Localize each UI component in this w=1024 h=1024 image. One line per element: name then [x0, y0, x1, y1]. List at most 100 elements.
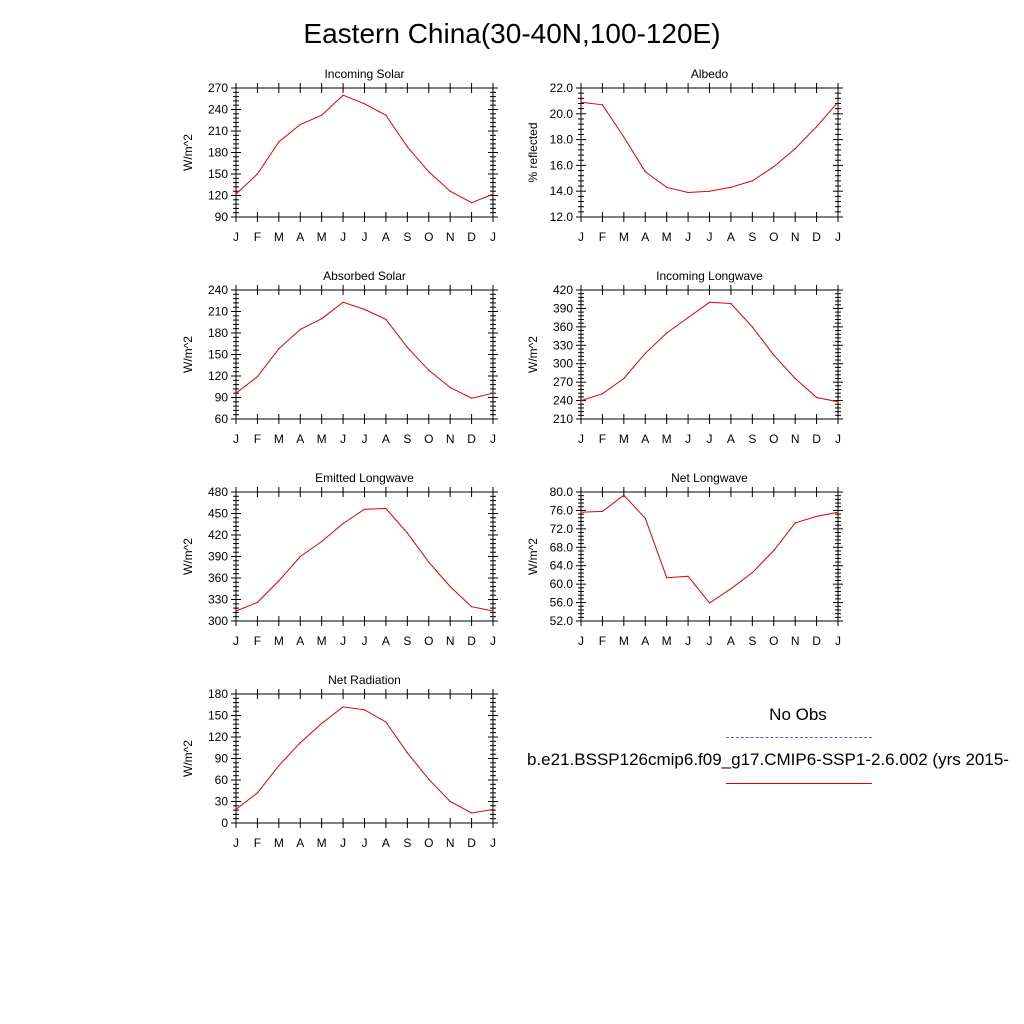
y-tick-label: 14.0	[550, 184, 574, 198]
x-tick-label: J	[362, 836, 368, 850]
data-point	[385, 721, 387, 723]
data-point	[492, 193, 494, 195]
data-point	[235, 808, 237, 810]
x-tick-label: M	[317, 432, 327, 446]
data-point	[644, 352, 646, 354]
x-tick-label: J	[578, 230, 584, 244]
y-tick-label: 390	[208, 550, 228, 564]
data-point	[449, 800, 451, 803]
y-axis-label: % reflected	[526, 122, 540, 182]
x-tick-label: A	[727, 230, 735, 244]
data-point	[235, 193, 237, 195]
x-tick-label: J	[490, 836, 496, 850]
y-tick-label: 240	[208, 103, 228, 117]
x-tick-label: M	[619, 230, 629, 244]
x-tick-label: J	[490, 230, 496, 244]
x-tick-label: M	[619, 634, 629, 648]
data-point	[623, 377, 625, 380]
x-tick-label: J	[685, 634, 691, 648]
x-tick-label: A	[727, 634, 735, 648]
series-line	[235, 706, 494, 814]
x-tick-label: A	[296, 836, 304, 850]
x-tick-label: M	[662, 230, 672, 244]
panel-5: Net Longwave W/m^2 52.0 56.0 60.0 64.0 68.0 72.…	[526, 471, 843, 648]
data-point	[342, 522, 344, 525]
y-tick-label: 20.0	[550, 107, 574, 121]
y-tick-label: 300	[208, 614, 228, 628]
panel-1: Albedo % reflected 12.0 14.0 16.0 18.0 20.0 22.…	[526, 67, 843, 244]
data-point	[321, 114, 323, 116]
y-tick-label: 210	[208, 124, 228, 138]
x-tick-label: M	[274, 634, 284, 648]
x-tick-label: J	[490, 432, 496, 446]
y-axis-label: W/m^2	[526, 538, 540, 575]
y-tick-label: 450	[208, 507, 228, 521]
data-point	[428, 778, 430, 780]
x-tick-label: A	[727, 432, 735, 446]
y-axis-label: W/m^2	[181, 336, 195, 373]
x-tick-label: F	[254, 230, 261, 244]
data-point	[363, 103, 366, 105]
x-tick-label: N	[446, 836, 455, 850]
y-tick-label: 120	[208, 189, 228, 203]
x-tick-label: A	[382, 634, 390, 648]
y-tick-label: 56.0	[550, 596, 574, 610]
x-tick-label: D	[812, 230, 821, 244]
panel-title: Absorbed Solar	[323, 269, 406, 283]
data-point	[580, 399, 582, 402]
y-tick-label: 360	[553, 320, 573, 334]
data-point	[492, 392, 494, 394]
y-tick-label: 330	[208, 593, 228, 607]
data-point	[751, 180, 753, 182]
data-point	[708, 602, 711, 604]
data-point	[428, 369, 430, 371]
data-point	[837, 101, 839, 103]
x-tick-label: J	[340, 634, 346, 648]
data-point	[623, 494, 625, 496]
data-point	[235, 392, 237, 394]
x-tick-label: S	[403, 836, 411, 850]
x-tick-label: N	[446, 634, 455, 648]
x-tick-label: M	[274, 230, 284, 244]
data-point	[794, 522, 796, 524]
data-point	[449, 386, 451, 389]
series-line	[235, 94, 494, 204]
data-point	[321, 318, 323, 320]
x-tick-label: J	[707, 432, 713, 446]
data-point	[235, 610, 237, 612]
x-tick-label: F	[599, 634, 606, 648]
x-tick-label: M	[662, 634, 672, 648]
y-tick-label: 68.0	[550, 540, 574, 554]
y-axis-label: W/m^2	[526, 336, 540, 373]
data-point	[708, 301, 711, 303]
y-tick-label: 240	[553, 394, 573, 408]
x-tick-label: J	[362, 634, 368, 648]
x-tick-label: J	[233, 836, 239, 850]
x-tick-label: J	[362, 230, 368, 244]
y-tick-label: 16.0	[550, 158, 574, 172]
panel-0: Incoming Solar W/m^2 90 120 150 180 210 240 270 J…	[181, 67, 498, 244]
x-tick-label: N	[791, 634, 800, 648]
data-point	[687, 191, 689, 194]
x-tick-label: M	[619, 432, 629, 446]
x-tick-label: N	[791, 432, 800, 446]
y-tick-label: 210	[208, 305, 228, 319]
x-tick-label: J	[233, 230, 239, 244]
data-point	[580, 101, 582, 103]
data-point	[666, 577, 668, 579]
panel-title: Net Longwave	[671, 471, 748, 485]
data-point	[470, 812, 473, 814]
x-tick-label: J	[578, 634, 584, 648]
data-point	[794, 148, 796, 150]
data-point	[815, 126, 818, 128]
data-point	[321, 722, 323, 724]
y-tick-label: 360	[208, 571, 228, 585]
data-point	[363, 308, 366, 310]
x-tick-label: M	[317, 836, 327, 850]
data-point	[623, 136, 625, 138]
data-point	[406, 146, 408, 148]
x-tick-label: N	[791, 230, 800, 244]
x-tick-label: S	[403, 230, 411, 244]
data-point	[278, 348, 280, 350]
